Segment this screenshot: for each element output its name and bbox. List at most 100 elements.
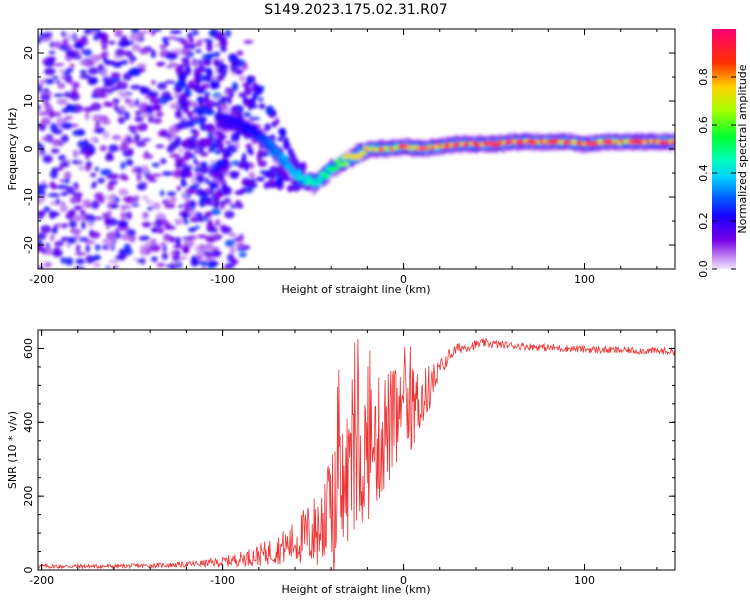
cone-blob bbox=[205, 72, 213, 83]
cone-blob bbox=[190, 29, 195, 30]
noise-blob bbox=[135, 124, 146, 132]
noise-blob bbox=[85, 254, 94, 264]
noise-blob bbox=[133, 195, 140, 201]
cone-blob bbox=[215, 31, 225, 41]
cone-blob bbox=[174, 81, 185, 87]
noise-blob bbox=[181, 57, 190, 63]
noise-blob bbox=[160, 190, 165, 197]
noise-blob bbox=[38, 183, 49, 189]
noise-blob bbox=[130, 130, 138, 134]
noise-blob bbox=[67, 79, 74, 84]
noise-blob bbox=[58, 154, 67, 161]
cone-blob bbox=[258, 97, 264, 102]
noise-blob bbox=[61, 122, 73, 130]
noise-blob bbox=[169, 102, 180, 110]
noise-blob bbox=[94, 166, 100, 172]
cone-blob bbox=[204, 93, 209, 104]
noise-blob bbox=[157, 96, 169, 105]
noise-blob bbox=[76, 244, 81, 253]
noise-blob bbox=[55, 111, 61, 117]
noise-blob bbox=[89, 77, 99, 85]
cone-blob bbox=[174, 157, 185, 163]
noise-blob bbox=[122, 40, 134, 46]
noise-blob bbox=[99, 32, 105, 38]
noise-blob bbox=[64, 177, 70, 184]
cone-blob bbox=[215, 130, 224, 137]
colorbar-tick-label: 0.8 bbox=[697, 68, 710, 86]
noise-blob bbox=[169, 153, 181, 158]
x-tick-label: -100 bbox=[210, 574, 235, 587]
noise-blob bbox=[130, 29, 140, 35]
cone-blob bbox=[204, 200, 210, 205]
cone-blob bbox=[199, 165, 209, 175]
noise-blob bbox=[73, 42, 84, 49]
noise-blob bbox=[69, 104, 78, 113]
noise-blob bbox=[115, 232, 122, 239]
cone-blob bbox=[182, 165, 192, 174]
noise-blob bbox=[89, 54, 101, 63]
cone-blob bbox=[255, 176, 265, 182]
noise-blob bbox=[84, 240, 96, 244]
cone-blob bbox=[185, 13, 190, 21]
cone-blob bbox=[267, 173, 272, 179]
y-tick-label: 200 bbox=[22, 486, 35, 507]
noise-blob bbox=[70, 92, 80, 101]
noise-blob bbox=[224, 29, 232, 38]
noise-blob bbox=[115, 48, 126, 57]
noise-blob bbox=[210, 208, 222, 216]
noise-blob bbox=[124, 195, 136, 204]
noise-blob bbox=[91, 200, 100, 210]
x-tick-label: -200 bbox=[29, 574, 54, 587]
noise-blob bbox=[60, 191, 68, 197]
ridge-blob bbox=[232, 117, 239, 123]
noise-blob bbox=[85, 244, 91, 253]
cone-blob bbox=[200, 138, 210, 148]
cone-blob bbox=[230, 132, 240, 143]
noise-blob bbox=[43, 101, 50, 106]
spectrogram-heatmap bbox=[38, 13, 675, 269]
cone-blob bbox=[206, 43, 213, 52]
noise-blob bbox=[151, 173, 162, 177]
noise-blob bbox=[77, 140, 88, 149]
noise-blob bbox=[40, 137, 53, 141]
cone-blob bbox=[176, 185, 181, 192]
cone-blob bbox=[221, 185, 228, 192]
colorbar-tick-label: 0.6 bbox=[697, 116, 710, 134]
noise-blob bbox=[224, 239, 235, 248]
noise-blob bbox=[109, 40, 116, 45]
noise-blob bbox=[141, 221, 152, 228]
ridge-blob bbox=[332, 166, 339, 171]
cone-blob bbox=[181, 13, 185, 22]
y-tick-label: 10 bbox=[22, 94, 35, 108]
noise-blob bbox=[205, 253, 213, 260]
noise-blob bbox=[235, 141, 240, 150]
cone-blob bbox=[218, 64, 228, 71]
noise-blob bbox=[103, 216, 112, 225]
noise-blob bbox=[138, 235, 151, 241]
noise-blob bbox=[243, 39, 254, 45]
noise-blob bbox=[44, 67, 56, 76]
noise-blob bbox=[175, 123, 184, 130]
cone-blob bbox=[280, 129, 287, 138]
noise-blob bbox=[208, 159, 218, 164]
cone-blob bbox=[180, 97, 189, 107]
noise-blob bbox=[120, 161, 126, 170]
noise-blob bbox=[224, 140, 232, 144]
snr-frame bbox=[37, 329, 676, 571]
noise-blob bbox=[79, 59, 90, 66]
cone-blob bbox=[190, 142, 196, 148]
cone-blob bbox=[229, 171, 240, 179]
ridge-blob bbox=[323, 174, 330, 179]
noise-blob bbox=[109, 204, 119, 209]
noise-blob bbox=[57, 82, 66, 90]
noise-blob bbox=[103, 101, 112, 107]
noise-blob bbox=[53, 226, 59, 230]
noise-blob bbox=[102, 56, 108, 63]
cone-blob bbox=[241, 177, 252, 186]
noise-blob bbox=[81, 35, 88, 42]
noise-blob bbox=[71, 81, 80, 89]
cone-blob bbox=[176, 15, 185, 23]
noise-blob bbox=[236, 242, 245, 249]
snr-ticks: -200 -100 0 100 0 200 400 600 bbox=[22, 329, 675, 587]
